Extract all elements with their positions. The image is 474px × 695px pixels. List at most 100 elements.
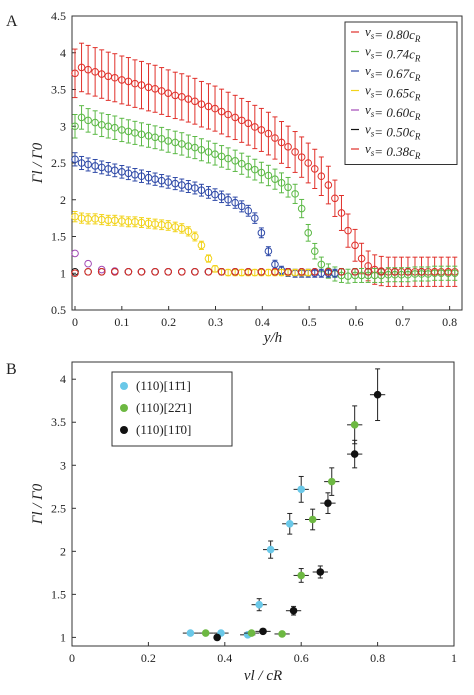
series-3 — [71, 211, 313, 277]
data-point — [289, 606, 298, 615]
data-point — [331, 194, 339, 203]
data-point — [204, 267, 213, 276]
data-point — [327, 477, 336, 486]
legend-label: vs= 0.67cR — [365, 63, 421, 83]
panel-b-chart: B 0 0.2 0.4 0.6 0.8 1 1 1.5 2 2.5 3 3.5 4 (110)[11̄1… — [6, 361, 457, 684]
data-point — [177, 140, 186, 148]
data-point — [211, 265, 219, 273]
data-point — [77, 113, 86, 122]
data-point — [404, 267, 412, 276]
data-point — [177, 93, 186, 101]
x-tick-label: 0 — [69, 651, 75, 665]
panel-a-marks — [71, 42, 459, 287]
data-point — [137, 81, 146, 89]
legend-marker — [120, 426, 128, 434]
data-point — [231, 198, 239, 207]
data-point — [304, 229, 313, 237]
legend-label: (110)[11̄0] — [136, 422, 191, 437]
x-tick-label: 0.8 — [370, 651, 385, 665]
y-tick-label: 4 — [60, 46, 66, 60]
data-point — [217, 107, 226, 116]
x-axis-label: y/h — [262, 330, 282, 346]
data-point — [84, 116, 92, 125]
y-tick-label: 3.5 — [51, 415, 66, 429]
data-point — [191, 232, 199, 241]
data-point — [297, 267, 306, 276]
data-point — [97, 265, 106, 274]
data-point — [278, 630, 286, 638]
data-point — [191, 184, 199, 192]
data-point — [217, 267, 226, 276]
panel-b-plot-frame — [71, 361, 455, 647]
y-tick-label: 2 — [60, 544, 66, 558]
data-point — [430, 267, 439, 276]
x-tick-label: 0.3 — [208, 315, 223, 329]
data-point — [324, 181, 333, 189]
data-point — [211, 104, 219, 113]
y-axis-label: Γl / Γ0 — [30, 142, 46, 184]
data-point — [237, 159, 246, 168]
data-point — [151, 84, 159, 93]
data-point — [266, 545, 275, 554]
data-point — [257, 126, 266, 134]
data-point — [71, 269, 79, 278]
legend-label: vs= 0.74cR — [365, 44, 421, 64]
data-point — [71, 122, 79, 131]
series-6 — [71, 267, 453, 278]
data-point — [157, 134, 166, 143]
data-point — [271, 175, 279, 183]
x-tick-label: 0.4 — [217, 651, 232, 665]
data-point — [211, 190, 219, 199]
x-tick-label: 0.4 — [255, 315, 270, 329]
panel-a-x-axis-label: y/h — [262, 330, 282, 346]
x-tick-label: 0.5 — [302, 315, 317, 329]
panel-b-x-axis-label: vl / cR — [244, 668, 282, 684]
data-point — [337, 267, 346, 276]
y-tick-label: 1 — [60, 630, 66, 644]
x-tick-label: 0.1 — [114, 315, 129, 329]
data-point — [197, 100, 206, 108]
y-axis-label: Γl / Γ0 — [30, 483, 46, 525]
data-point — [237, 202, 246, 211]
data-point — [151, 267, 159, 276]
legend-box — [111, 371, 233, 447]
data-point — [111, 73, 119, 82]
y-tick-label: 4.5 — [51, 9, 66, 23]
legend-label: vs= 0.60cR — [365, 102, 421, 122]
data-point — [310, 247, 319, 255]
data-point — [271, 267, 279, 276]
panel-a-ticks: 0 0.1 0.2 0.3 0.4 0.5 0.6 0.7 0.8 0.5 1 1.5 2 2.5 3 3.5… — [51, 9, 457, 329]
data-point — [124, 267, 133, 276]
data-point — [255, 600, 263, 609]
panel-b-y-axis-label: Γl / Γ0 — [30, 483, 46, 525]
x-tick-label: 1 — [451, 651, 457, 665]
data-point — [297, 485, 306, 494]
data-point — [297, 153, 306, 161]
data-point — [244, 162, 253, 171]
data-point — [124, 77, 133, 86]
data-point — [164, 267, 172, 276]
data-point — [197, 145, 206, 154]
x-tick-label: 0.2 — [141, 651, 156, 665]
data-point — [271, 134, 279, 142]
y-tick-label: 4 — [60, 372, 66, 386]
data-point — [264, 171, 273, 180]
data-point — [257, 229, 266, 237]
data-point — [111, 267, 119, 276]
legend-marker — [120, 382, 128, 390]
data-point — [277, 138, 286, 147]
data-point — [244, 119, 253, 128]
data-point — [317, 172, 326, 181]
data-point — [297, 204, 306, 213]
data-point — [391, 267, 399, 276]
y-tick-label: 2.5 — [51, 501, 66, 515]
panel-b-letter: B — [6, 361, 17, 378]
panel-a-y-axis-label: Γl / Γ0 — [30, 142, 46, 184]
data-point — [157, 87, 166, 95]
series-0 — [182, 475, 309, 639]
data-point — [291, 148, 299, 156]
data-point — [97, 267, 106, 276]
legend-label: (110)[22̄1] — [136, 400, 192, 415]
